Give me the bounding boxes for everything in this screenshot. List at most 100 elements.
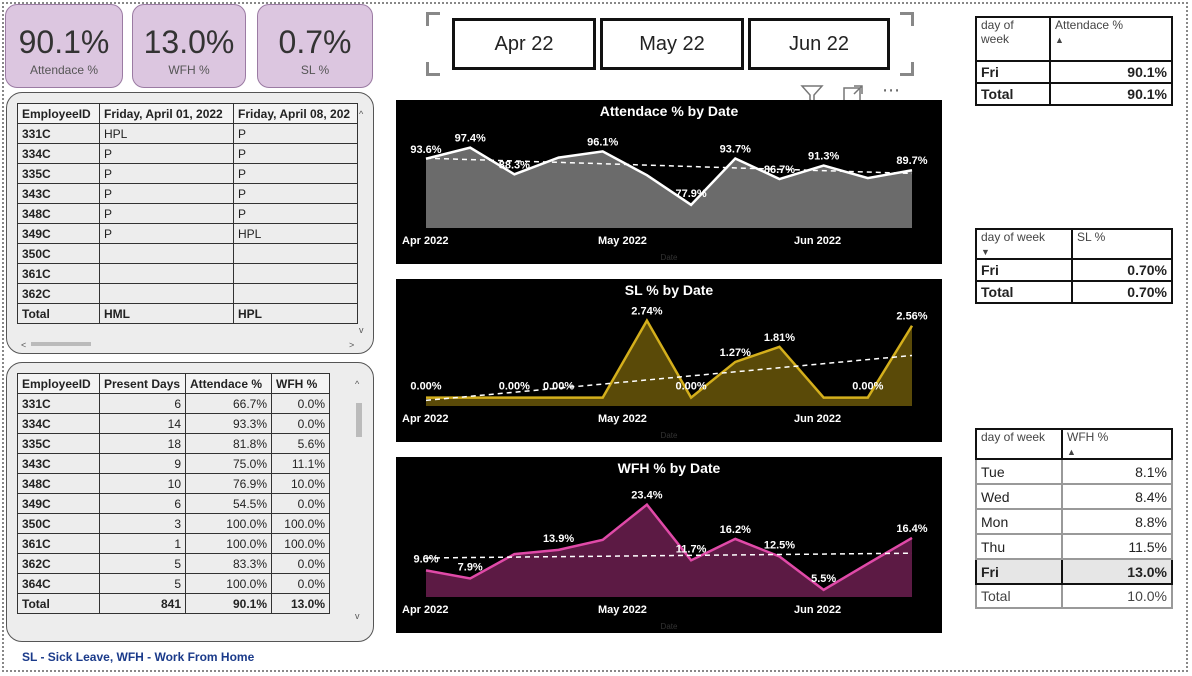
table-row: Mon 8.8% bbox=[975, 508, 1173, 535]
vertical-scrollbar[interactable]: ^ v bbox=[359, 107, 367, 335]
value-cell: P bbox=[233, 183, 358, 204]
value-cell: 0.0% bbox=[271, 573, 330, 594]
column-header[interactable]: Friday, April 01, 2022 bbox=[99, 103, 234, 124]
trend-line bbox=[425, 157, 913, 175]
table-row[interactable]: 331C 6 66.7% 0.0% bbox=[17, 393, 330, 414]
total-cell: Total bbox=[17, 303, 100, 324]
x-tick-label: Jun 2022 bbox=[794, 235, 841, 247]
dow-attendance-table: day of week Attendace % ▲ Fri 90.1% Total… bbox=[975, 16, 1173, 106]
table-row[interactable]: 362C 5 83.3% 0.0% bbox=[17, 553, 330, 574]
column-header[interactable]: Friday, April 08, 202 bbox=[233, 103, 358, 124]
value-cell: HPL bbox=[99, 123, 234, 144]
visual-header-icons: ⋯ bbox=[800, 80, 920, 104]
value-cell: 0.0% bbox=[271, 493, 330, 514]
table-row[interactable]: 362C bbox=[17, 283, 358, 304]
table-row[interactable]: 349C P HPL bbox=[17, 223, 358, 244]
kpi-attendance-value: 90.1% bbox=[18, 24, 110, 60]
value-cell: 5 bbox=[99, 553, 186, 574]
table-row[interactable]: 350C 3 100.0% 100.0% bbox=[17, 513, 330, 534]
value-cell: P bbox=[233, 163, 358, 184]
day-cell: Wed bbox=[975, 483, 1063, 510]
wfh-chart[interactable]: WFH % by Date 9.6% 7.9% 13.9% 23.4% 11.7% 16.2… bbox=[396, 457, 942, 633]
trend-line bbox=[425, 354, 913, 402]
table-row[interactable]: 335C 18 81.8% 5.6% bbox=[17, 433, 330, 454]
selection-corner bbox=[900, 62, 914, 76]
x-tick-label: May 2022 bbox=[598, 413, 647, 425]
attendance-chart[interactable]: Attendace % by Date 93.6% 97.4% 88.3% 96.1% 7… bbox=[396, 100, 942, 264]
x-tick-label: May 2022 bbox=[598, 235, 647, 247]
table-row[interactable]: 361C bbox=[17, 263, 358, 284]
area-fill bbox=[426, 320, 912, 406]
svg-text:^: ^ bbox=[355, 379, 360, 389]
column-header[interactable]: day of week bbox=[975, 16, 1051, 62]
table-row[interactable]: 343C P P bbox=[17, 183, 358, 204]
table-row[interactable]: 361C 1 100.0% 100.0% bbox=[17, 533, 330, 554]
column-header-label: day of week bbox=[981, 230, 1046, 244]
total-cell: 13.0% bbox=[271, 593, 330, 614]
value-cell: 90.1% bbox=[1049, 60, 1173, 84]
sl-chart-svg: SL % by Date 0.00% 0.00% 0.00% 2.74% 0.00% 1.2… bbox=[402, 282, 928, 440]
chart-title: SL % by Date bbox=[625, 282, 714, 298]
column-header[interactable]: Present Days bbox=[99, 373, 186, 394]
vertical-scrollbar[interactable]: ^ v bbox=[355, 375, 363, 621]
table-row[interactable]: 334C 14 93.3% 0.0% bbox=[17, 413, 330, 434]
kpi-sl-card: 0.7% SL % bbox=[257, 4, 373, 88]
data-label: 7.9% bbox=[458, 561, 483, 573]
table-header-row: EmployeeID Present Days Attendace % WFH … bbox=[17, 373, 330, 394]
column-header[interactable]: SL % bbox=[1071, 228, 1173, 260]
sort-ascending-icon: ▲ bbox=[1055, 35, 1064, 45]
data-label: 93.6% bbox=[410, 144, 441, 156]
data-label: 11.7% bbox=[676, 543, 707, 555]
table-row[interactable]: 331C HPL P bbox=[17, 123, 358, 144]
column-header[interactable]: day of week ▼ bbox=[975, 228, 1073, 260]
data-label: 1.81% bbox=[764, 332, 795, 344]
table-row[interactable]: 364C 5 100.0% 0.0% bbox=[17, 573, 330, 594]
column-header[interactable]: WFH % bbox=[271, 373, 330, 394]
column-header[interactable]: Attendace % bbox=[185, 373, 272, 394]
table-total-row: Total 841 90.1% 13.0% bbox=[17, 593, 330, 614]
horizontal-scrollbar[interactable]: < > bbox=[21, 335, 357, 350]
value-cell: 8.8% bbox=[1061, 508, 1173, 535]
table-header-row: day of week ▼ SL % bbox=[975, 228, 1173, 260]
value-cell: P bbox=[233, 143, 358, 164]
column-header[interactable]: Attendace % ▲ bbox=[1049, 16, 1173, 62]
slicer-month-apr[interactable]: Apr 22 bbox=[452, 18, 596, 70]
x-tick-label: Apr 2022 bbox=[402, 604, 448, 616]
series-line bbox=[425, 502, 913, 592]
table-row: Fri 13.0% bbox=[975, 558, 1173, 585]
table-row[interactable]: 343C 9 75.0% 11.1% bbox=[17, 453, 330, 474]
table-total-row: Total 10.0% bbox=[975, 583, 1173, 609]
employee-id-cell: 364C bbox=[17, 573, 100, 594]
column-header[interactable]: day of week bbox=[975, 428, 1063, 460]
chart-title: WFH % by Date bbox=[618, 460, 721, 476]
data-label: 13.9% bbox=[543, 533, 574, 545]
slicer-month-jun[interactable]: Jun 22 bbox=[748, 18, 890, 70]
employee-id-cell: 362C bbox=[17, 283, 100, 304]
column-header[interactable]: EmployeeID bbox=[17, 103, 100, 124]
employee-id-cell: 348C bbox=[17, 473, 100, 494]
table-row[interactable]: 348C 10 76.9% 10.0% bbox=[17, 473, 330, 494]
value-cell: P bbox=[99, 143, 234, 164]
kpi-sl-label: SL % bbox=[300, 63, 330, 77]
slicer-month-may[interactable]: May 22 bbox=[600, 18, 744, 70]
data-label: 96.1% bbox=[587, 136, 618, 148]
employee-id-cell: 343C bbox=[17, 453, 100, 474]
table-row[interactable]: 349C 6 54.5% 0.0% bbox=[17, 493, 330, 514]
data-label: 9.6% bbox=[413, 553, 438, 565]
sort-ascending-icon: ▲ bbox=[1067, 447, 1076, 457]
sl-chart[interactable]: SL % by Date 0.00% 0.00% 0.00% 2.74% 0.00% 1.2… bbox=[396, 279, 942, 442]
value-cell: 100.0% bbox=[185, 573, 272, 594]
column-header[interactable]: WFH % ▲ bbox=[1061, 428, 1173, 460]
column-header[interactable]: EmployeeID bbox=[17, 373, 100, 394]
table-row[interactable]: 350C bbox=[17, 243, 358, 264]
data-label: 23.4% bbox=[631, 490, 662, 502]
table-row[interactable]: 335C P P bbox=[17, 163, 358, 184]
day-cell: Fri bbox=[975, 60, 1051, 84]
table-row[interactable]: 334C P P bbox=[17, 143, 358, 164]
table-header-row: day of week Attendace % ▲ bbox=[975, 16, 1173, 62]
employee-id-cell: 334C bbox=[17, 413, 100, 434]
value-cell: 10 bbox=[99, 473, 186, 494]
more-options-icon[interactable]: ⋯ bbox=[882, 80, 902, 100]
data-label: 2.74% bbox=[631, 306, 662, 318]
table-row[interactable]: 348C P P bbox=[17, 203, 358, 224]
